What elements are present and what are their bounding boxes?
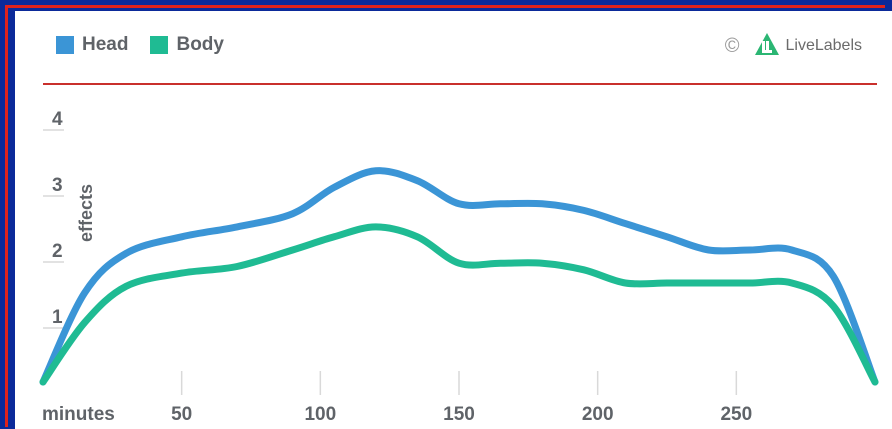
series-lines — [39, 167, 879, 386]
x-tick-label: 50 — [171, 404, 192, 425]
legend-item-head[interactable]: Head — [56, 34, 128, 56]
y-tick-label: 1 — [52, 307, 63, 328]
x-axis-title: minutes — [42, 404, 115, 425]
x-tick-label: 200 — [582, 404, 614, 425]
copyright-symbol: © — [724, 34, 740, 57]
legend-label-body: Body — [176, 34, 224, 55]
series-line-body[interactable] — [39, 223, 879, 386]
legend-label-head: Head — [82, 34, 129, 55]
x-tick-label: 250 — [720, 404, 752, 425]
y-tick-label: 4 — [52, 109, 63, 130]
livelabels-logo-icon — [754, 32, 780, 61]
y-axis-title: effects — [76, 184, 96, 242]
y-tick-label: 3 — [52, 175, 63, 196]
legend-item-body[interactable]: Body — [150, 34, 224, 56]
brand-name: LiveLabels — [785, 37, 863, 54]
x-tick-label: 150 — [443, 404, 475, 425]
series-line-head[interactable] — [39, 167, 879, 386]
brand-credit[interactable]: © LiveLabels — [724, 32, 863, 61]
y-tick-label: 2 — [52, 241, 63, 262]
x-tick-label: 100 — [304, 404, 336, 425]
legend: Head Body — [56, 33, 224, 57]
x-ticks: 50 100 150 200 250 — [171, 371, 752, 425]
header-divider — [43, 83, 877, 85]
chart-panel — [15, 11, 892, 429]
legend-swatch-head — [56, 36, 74, 54]
legend-swatch-body — [150, 36, 169, 54]
y-ticks: 1 2 3 4 — [43, 109, 64, 329]
